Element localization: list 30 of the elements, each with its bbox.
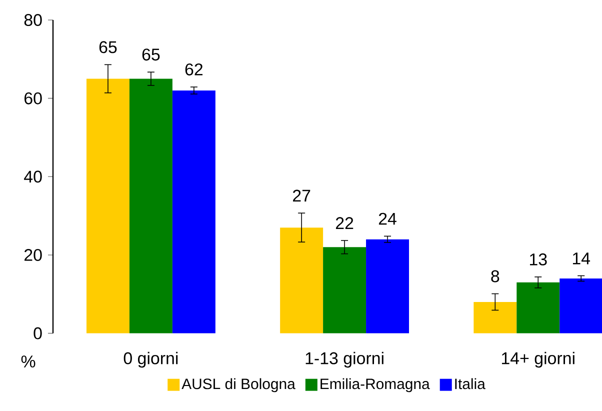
x-tick-label: 0 giorni [124, 352, 178, 368]
bar [172, 90, 216, 334]
bar [366, 239, 410, 334]
bar [86, 78, 130, 334]
y-tick-label: 40 [24, 170, 42, 183]
legend-label: AUSL di Bologna [182, 378, 296, 392]
y-tick-label: 80 [24, 14, 42, 26]
bar [474, 302, 517, 334]
x-tick-label: 14+ giorni [502, 352, 574, 368]
y-tick-label: 0 [34, 327, 42, 340]
bar [280, 228, 324, 334]
data-label: 13 [530, 253, 547, 266]
bar [129, 78, 172, 334]
bar [560, 278, 602, 334]
data-label: 24 [378, 212, 396, 225]
bar [516, 282, 560, 334]
data-label: 65 [99, 41, 117, 54]
legend-label: Emilia-Romagna [320, 378, 430, 392]
data-label: 27 [293, 190, 310, 202]
data-label: 65 [142, 48, 160, 61]
y-tick-label: 60 [24, 92, 42, 104]
data-label: 14 [572, 252, 590, 264]
data-label: 8 [491, 270, 500, 282]
y-axis-title: % [21, 356, 36, 368]
legend-label: Italia [455, 378, 486, 390]
bar [323, 247, 366, 334]
data-label: 22 [336, 217, 354, 229]
y-tick-label: 20 [24, 248, 42, 261]
x-tick-label: 1-13 giorni [306, 352, 384, 368]
data-label: 62 [185, 63, 202, 76]
